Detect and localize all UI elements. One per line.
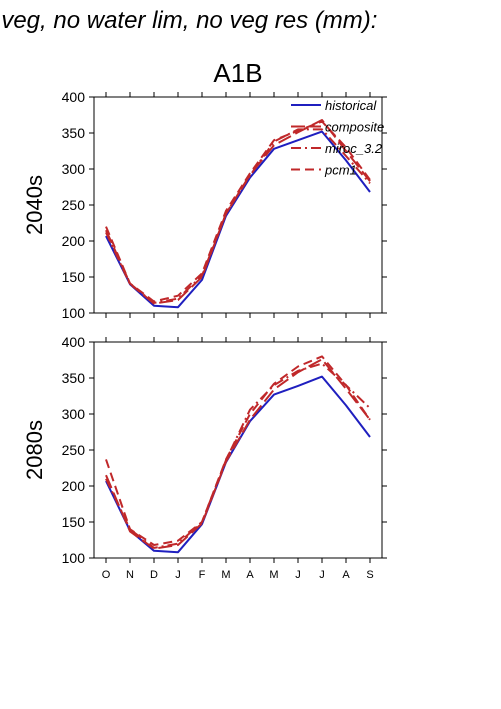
scenario-title: A1B: [213, 58, 262, 88]
chart-panel-1: 100 150 200 250 300 350 400 2040s historical comp…: [22, 89, 387, 321]
legend-label: composite: [325, 120, 384, 135]
y-tick-label: 100: [62, 305, 86, 321]
x-tick-label: S: [366, 569, 373, 581]
series-line-historical: [105, 375, 371, 554]
charts-group: 100 150 200 250 300 350 400 2040s historical comp…: [22, 89, 387, 581]
y-tick-label: 100: [62, 550, 86, 566]
series-line-historical: [105, 130, 371, 309]
x-tick-label: N: [126, 569, 134, 581]
legend-label: miroc_3.2: [325, 141, 383, 156]
y-tick-label: 300: [62, 406, 86, 422]
y-tick-label: 250: [62, 442, 86, 458]
figure-title: f veg, no water lim, no veg res (mm):: [0, 7, 377, 34]
x-tick-label: M: [269, 569, 278, 581]
y-tick-label: 300: [62, 161, 86, 177]
x-tick-label: A: [246, 569, 254, 581]
y-tick-label: 200: [62, 478, 86, 494]
series-line-miroc-3-2: [105, 362, 371, 549]
series-line-miroc-3-2: [105, 128, 371, 304]
series-line-pcm1: [105, 355, 371, 546]
x-tick-label: F: [199, 569, 206, 581]
y-tick-label: 250: [62, 197, 86, 213]
chart-panel-2: 100 150 200 250 300 350 400 O N D J F M A M J J A S 2080s: [22, 334, 387, 581]
y-tick-label: 350: [62, 125, 86, 141]
legend-label: pcm1: [324, 163, 357, 178]
x-tick-label: J: [175, 569, 181, 581]
y-tick-label: 400: [62, 89, 86, 105]
series-line-pcm1: [105, 120, 371, 303]
y-tick-label: 350: [62, 370, 86, 386]
x-tick-label: J: [295, 569, 301, 581]
y-tick-label: 400: [62, 334, 86, 350]
y-tick-label: 200: [62, 233, 86, 249]
y-axis-label: 2080s: [22, 420, 47, 480]
x-tick-label: O: [102, 569, 111, 581]
x-tick-label: A: [342, 569, 350, 581]
x-tick-label: M: [221, 569, 230, 581]
plot-frame: [93, 341, 383, 559]
y-tick-label: 150: [62, 269, 86, 285]
y-tick-label: 150: [62, 514, 86, 530]
legend-label: historical: [325, 98, 377, 113]
x-tick-label: J: [319, 569, 325, 581]
x-tick-label: D: [150, 569, 158, 581]
y-axis-label: 2040s: [22, 175, 47, 235]
